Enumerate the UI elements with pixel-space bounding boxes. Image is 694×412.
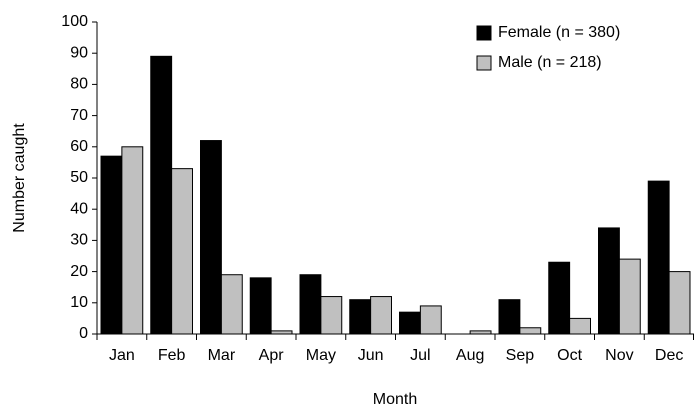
bar xyxy=(150,55,173,335)
bar xyxy=(519,327,542,335)
x-tick-label: Jul xyxy=(410,347,430,364)
y-tick-label: 10 xyxy=(70,294,88,311)
x-tick-label: Mar xyxy=(208,347,236,364)
y-tick-label: 60 xyxy=(70,138,88,155)
x-tick-label: Jun xyxy=(358,347,384,364)
bar xyxy=(469,330,492,335)
bar xyxy=(100,155,123,335)
y-tick-label: 50 xyxy=(70,169,88,186)
x-axis-label: Month xyxy=(373,391,417,408)
y-tick-label: 70 xyxy=(70,107,88,124)
bar xyxy=(349,299,372,335)
x-tick-label: Nov xyxy=(605,347,633,364)
bar xyxy=(200,140,222,335)
y-tick-label: 20 xyxy=(70,263,88,280)
bar xyxy=(370,296,392,335)
bar xyxy=(569,317,591,335)
bar xyxy=(270,330,293,335)
x-tick-label: Feb xyxy=(158,347,186,364)
bar xyxy=(220,274,243,335)
legend-swatch xyxy=(476,55,492,71)
bar xyxy=(121,146,144,335)
bar xyxy=(419,305,442,335)
x-tick-label: Apr xyxy=(259,347,285,364)
y-tick-label: 30 xyxy=(70,232,88,249)
bar xyxy=(171,168,193,335)
bar xyxy=(647,180,670,335)
x-tick-label: Dec xyxy=(655,347,683,364)
y-tick-label: 80 xyxy=(70,76,88,93)
x-tick-label: Sep xyxy=(506,347,535,364)
bar xyxy=(299,274,322,335)
bar xyxy=(548,261,571,335)
y-axis-label: Number caught xyxy=(11,123,28,233)
bar xyxy=(249,277,272,335)
bar xyxy=(498,299,521,335)
y-tick-label: 100 xyxy=(61,13,88,30)
y-tick-label: 90 xyxy=(70,44,88,61)
x-tick-label: Oct xyxy=(557,347,582,364)
bar xyxy=(598,227,620,335)
bar xyxy=(618,258,641,335)
y-tick-label: 40 xyxy=(70,200,88,217)
bar xyxy=(668,271,691,335)
y-tick-label: 0 xyxy=(79,325,88,342)
x-tick-label: May xyxy=(306,347,336,364)
legend-swatch xyxy=(476,25,492,41)
x-tick-label: Aug xyxy=(456,347,484,364)
legend-label: Male (n = 218) xyxy=(498,54,602,71)
legend-label: Female (n = 380) xyxy=(498,24,620,41)
x-tick-label: Jan xyxy=(109,347,135,364)
bar xyxy=(320,296,343,335)
bar xyxy=(399,311,421,335)
